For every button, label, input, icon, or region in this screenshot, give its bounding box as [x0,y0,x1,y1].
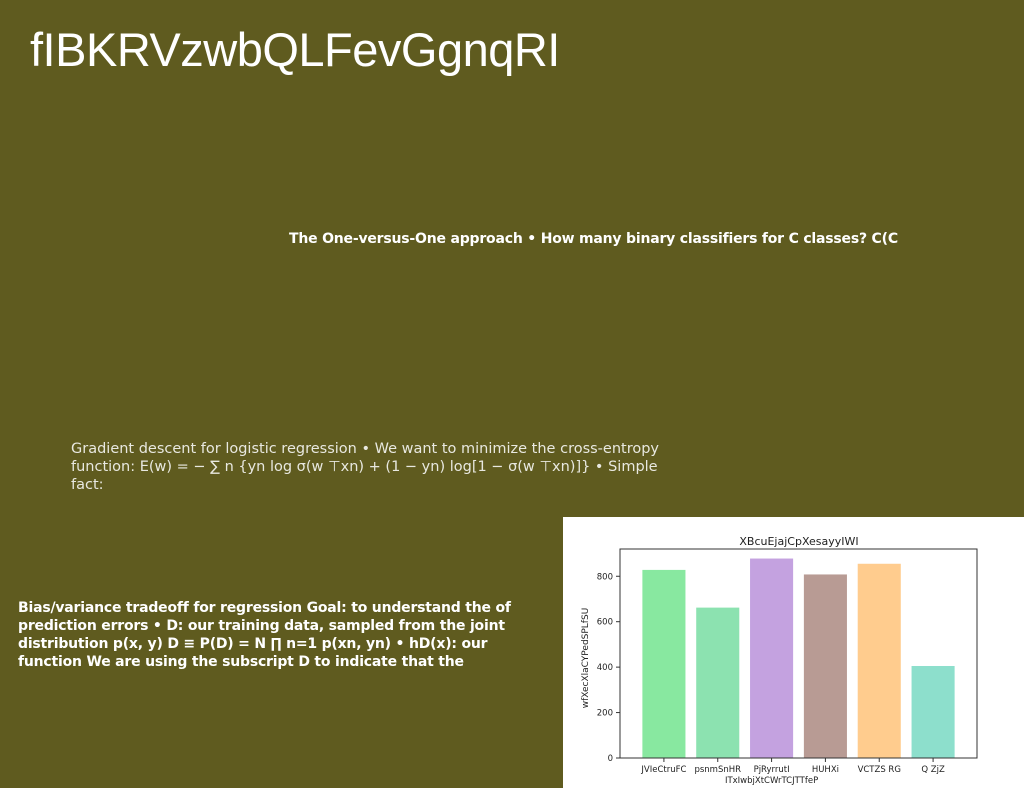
x-tick-label: psnmSnHR [694,765,741,775]
y-tick-label: 600 [597,618,613,628]
x-tick-label: JVIeCtruFC [640,765,686,775]
y-tick-label: 0 [608,754,613,764]
x-tick-label: ITxIwbjXtCWrTCJTTfeP [725,776,818,786]
chart-plot-frame [619,548,978,759]
y-tick-label: 200 [597,709,613,719]
text-bias-variance: Bias/variance tradeoff for regression Go… [18,600,511,670]
bar-chart-panel: XBcuEjajCpXesayyIWI wfXecXlaCYPedSPLfSU … [563,517,1024,788]
y-tick-label: 400 [597,663,613,673]
bar-chart: XBcuEjajCpXesayyIWI wfXecXlaCYPedSPLfSU … [581,535,978,786]
x-tick-label: VCTZS RG [858,765,901,775]
x-tick-label: HUHXi [812,765,839,775]
chart-y-axis-label: wfXecXlaCYPedSPLfSU [581,608,591,709]
bar-5 [911,665,955,758]
x-tick-label: Q ZjZ [921,765,945,775]
text-gradient-descent: Gradient descent for logistic regression… [71,441,660,493]
text-one-versus-one: The One-versus-One approach • How many b… [289,231,898,247]
bar-2 [750,558,794,758]
y-tick-label: 800 [597,572,613,582]
bar-4 [857,563,901,758]
bar-3 [803,574,847,758]
page-title: fIBKRVzwbQLFevGgnqRI [30,23,560,76]
bar-0 [642,569,686,758]
chart-title: XBcuEjajCpXesayyIWI [739,535,858,548]
bar-1 [696,607,740,758]
x-tick-label: PjRyrrutI [754,765,790,775]
